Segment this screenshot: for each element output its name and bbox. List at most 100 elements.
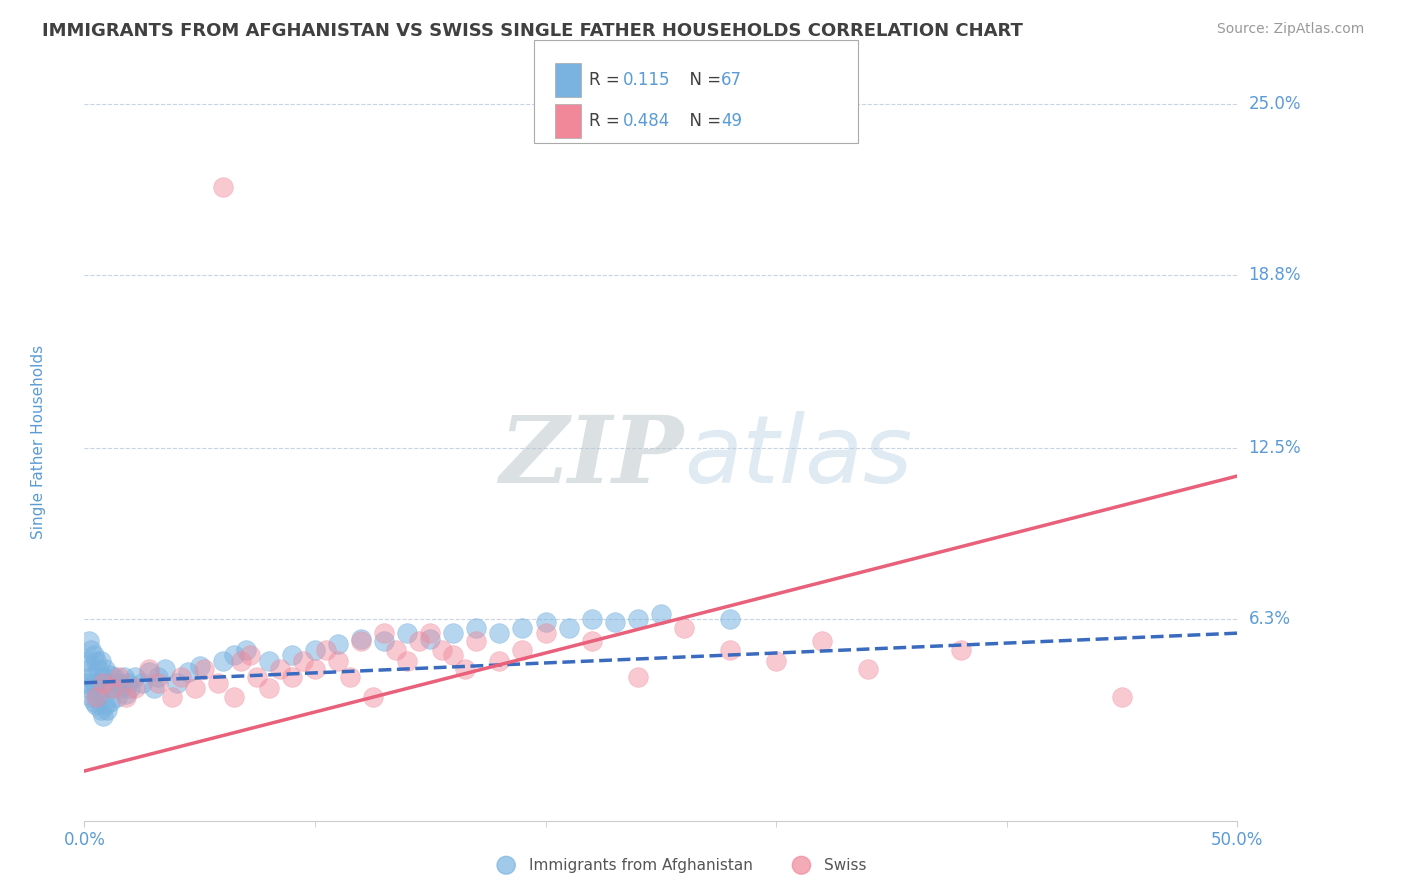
Point	[80, 670, 103, 684]
Text: N =: N =	[679, 71, 727, 89]
Point	[146, 670, 169, 684]
Text: Source: ZipAtlas.com: Source: ZipAtlas.com	[1216, 22, 1364, 37]
Point	[91, 709, 114, 723]
Point	[441, 648, 464, 663]
Point	[419, 626, 441, 640]
Point	[177, 665, 200, 679]
Point	[91, 675, 114, 690]
Point	[98, 695, 121, 709]
Point	[224, 690, 246, 704]
Point	[87, 662, 110, 676]
Point	[124, 681, 146, 696]
Point	[84, 681, 107, 696]
Text: IMMIGRANTS FROM AFGHANISTAN VS SWISS SINGLE FATHER HOUSEHOLDS CORRELATION CHART: IMMIGRANTS FROM AFGHANISTAN VS SWISS SIN…	[42, 22, 1024, 40]
Point	[80, 642, 103, 657]
Text: N =: N =	[679, 112, 727, 130]
Point	[269, 662, 291, 676]
Point	[257, 681, 280, 696]
Point	[949, 642, 972, 657]
Point	[138, 665, 160, 679]
Point	[211, 654, 233, 668]
Point	[117, 675, 139, 690]
Point	[84, 654, 107, 668]
Point	[304, 642, 326, 657]
Point	[373, 634, 395, 648]
Point	[83, 648, 105, 663]
Point	[718, 612, 741, 626]
Point	[488, 626, 510, 640]
Point	[603, 615, 626, 629]
Point	[76, 675, 98, 690]
Point	[408, 634, 430, 648]
Point	[326, 637, 349, 651]
Point	[83, 695, 105, 709]
Point	[84, 698, 107, 712]
Point	[257, 654, 280, 668]
Point	[207, 675, 229, 690]
Text: R =: R =	[589, 112, 626, 130]
Point	[91, 670, 114, 684]
Point	[142, 681, 165, 696]
Point	[534, 615, 557, 629]
Point	[534, 626, 557, 640]
Point	[304, 662, 326, 676]
Text: atlas: atlas	[683, 411, 912, 502]
Point	[672, 621, 695, 635]
Point	[115, 687, 138, 701]
Point	[110, 681, 132, 696]
Text: 6.3%: 6.3%	[1249, 610, 1291, 628]
Point	[235, 642, 257, 657]
Point	[105, 690, 128, 704]
Point	[512, 642, 534, 657]
Point	[350, 634, 373, 648]
Point	[89, 681, 111, 696]
Point	[361, 690, 384, 704]
Point	[101, 681, 124, 696]
Point	[419, 632, 441, 646]
Point	[281, 670, 304, 684]
Point	[292, 654, 315, 668]
Point	[465, 621, 488, 635]
Point	[89, 703, 111, 717]
Point	[811, 634, 834, 648]
Point	[166, 675, 188, 690]
Point	[326, 654, 349, 668]
Point	[96, 675, 118, 690]
Point	[112, 670, 135, 684]
Point	[627, 612, 650, 626]
Text: R =: R =	[589, 71, 626, 89]
Point	[120, 681, 142, 696]
Point	[170, 670, 193, 684]
Text: Immigrants from Afghanistan: Immigrants from Afghanistan	[529, 858, 752, 872]
Point	[101, 681, 124, 696]
Point	[430, 642, 453, 657]
Point	[384, 642, 406, 657]
Text: ZIP: ZIP	[499, 412, 683, 501]
Point	[83, 675, 105, 690]
Point	[124, 670, 146, 684]
Point	[96, 703, 118, 717]
Point	[454, 662, 477, 676]
Point	[627, 670, 650, 684]
Point	[246, 670, 269, 684]
Point	[1111, 690, 1133, 704]
Point	[76, 654, 98, 668]
Point	[396, 626, 419, 640]
Text: 67: 67	[721, 71, 742, 89]
Text: Single Father Households: Single Father Households	[31, 344, 46, 539]
Point	[131, 675, 153, 690]
Point	[512, 621, 534, 635]
Point	[396, 654, 419, 668]
Point	[94, 662, 117, 676]
Point	[89, 654, 111, 668]
Text: 25.0%: 25.0%	[1249, 95, 1301, 112]
Point	[153, 662, 176, 676]
Point	[193, 662, 215, 676]
Text: 49: 49	[721, 112, 742, 130]
Point	[224, 648, 246, 663]
Point	[94, 698, 117, 712]
Point	[160, 690, 183, 704]
Point	[211, 179, 233, 194]
Point	[138, 662, 160, 676]
Point	[315, 642, 337, 657]
